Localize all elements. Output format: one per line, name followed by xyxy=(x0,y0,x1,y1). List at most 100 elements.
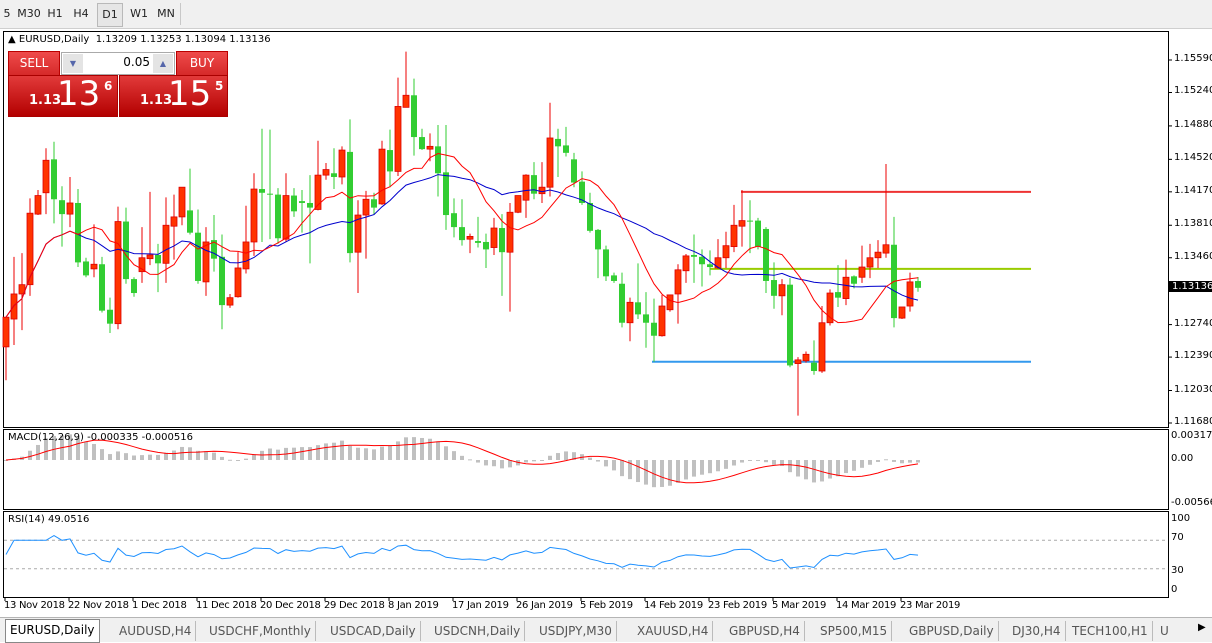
date-tick-label: 23 Mar 2019 xyxy=(900,600,961,611)
macd-histogram-bar xyxy=(788,460,792,473)
macd-histogram-bar xyxy=(172,450,176,460)
timeframe-mn[interactable]: MN xyxy=(157,7,175,20)
tab-dj30-h4[interactable]: DJ30,H4 xyxy=(1008,621,1066,641)
macd-histogram-bar xyxy=(220,456,224,460)
date-tick-label: 17 Jan 2019 xyxy=(452,600,509,611)
candle-body xyxy=(187,210,193,233)
chart-tabs-bar: EURUSD,Daily AUDUSD,H4 USDCHF,Monthly US… xyxy=(0,617,1212,643)
candle-body xyxy=(691,254,697,257)
candle-body xyxy=(747,220,753,222)
candle-body xyxy=(275,194,281,239)
candle-body xyxy=(435,146,441,174)
tab-tech100-h1[interactable]: TECH100,H1 xyxy=(1068,621,1153,641)
price-tick-label: 1.12390 xyxy=(1174,350,1212,362)
tab-usdchf-monthly[interactable]: USDCHF,Monthly xyxy=(205,621,316,641)
macd-histogram-bar xyxy=(452,451,456,460)
tab-audusd-h4[interactable]: AUDUSD,H4 xyxy=(115,621,197,641)
macd-histogram-bar xyxy=(460,455,464,460)
lot-size-input[interactable]: 0.05 xyxy=(123,55,150,69)
candle-body xyxy=(842,276,850,299)
candle-body xyxy=(571,159,577,183)
macd-histogram-bar xyxy=(300,447,304,460)
timeframe-h4[interactable]: H4 xyxy=(73,7,89,20)
macd-histogram-bar xyxy=(532,460,536,462)
rsi-frame xyxy=(3,511,1169,598)
candle-body xyxy=(898,306,906,319)
macd-histogram-bar xyxy=(668,460,672,486)
macd-histogram-bar xyxy=(740,460,744,463)
macd-histogram-bar xyxy=(428,438,432,460)
candle-body xyxy=(658,305,666,337)
tab-sp500-m15[interactable]: SP500,M15 xyxy=(816,621,893,641)
chart-header: ▲ EURUSD,Daily 1.13209 1.13253 1.13094 1… xyxy=(8,34,271,45)
macd-histogram-bar xyxy=(852,460,856,471)
macd-histogram-bar xyxy=(372,449,376,460)
candle-body xyxy=(802,353,810,362)
macd-histogram-bar xyxy=(476,460,480,463)
candle-body xyxy=(546,137,554,188)
decrease-lot-icon[interactable]: ▼ xyxy=(63,54,83,73)
macd-histogram-bar xyxy=(860,460,864,468)
sell-price-prefix: 1.13 xyxy=(29,93,62,108)
candle-body xyxy=(778,284,786,297)
price-tick-label: 1.13810 xyxy=(1174,218,1212,230)
macd-histogram-bar xyxy=(364,448,368,460)
lot-size-stepper[interactable]: ▼ 0.05 ▲ xyxy=(61,52,175,75)
price-tick-label: 1.14170 xyxy=(1174,184,1212,196)
macd-histogram-bar xyxy=(692,460,696,477)
macd-histogram-bar xyxy=(404,437,408,460)
tab-usdjpy-m30[interactable]: USDJPY,M30 xyxy=(535,621,617,641)
collapse-triangle-icon[interactable]: ▲ xyxy=(8,34,16,45)
increase-lot-icon[interactable]: ▲ xyxy=(153,54,173,73)
macd-histogram-bar xyxy=(396,441,400,460)
candle-body xyxy=(466,235,474,240)
tab-partial[interactable]: U xyxy=(1160,624,1169,638)
tab-eurusd-daily[interactable]: EURUSD,Daily xyxy=(5,619,100,643)
sell-button[interactable]: SELL xyxy=(8,51,60,77)
candle-body xyxy=(26,212,34,286)
buy-price-box[interactable]: 1.13 15 5 xyxy=(119,74,228,117)
macd-histogram-bar xyxy=(660,460,664,487)
candle-body xyxy=(267,193,273,195)
macd-histogram-bar xyxy=(500,460,504,469)
date-tick-label: 8 Jan 2019 xyxy=(388,600,439,611)
macd-histogram-bar xyxy=(908,460,912,463)
price-tick-label: 1.14880 xyxy=(1174,118,1212,130)
scroll-tabs-right-icon[interactable]: ▶ xyxy=(1198,622,1206,633)
timeframe-m30[interactable]: M30 xyxy=(17,7,41,20)
candle-body xyxy=(874,251,882,259)
date-tick-label: 14 Mar 2019 xyxy=(836,600,897,611)
candle-body xyxy=(763,228,769,281)
timeframe-m15[interactable]: 5 xyxy=(3,7,11,20)
candle-body xyxy=(338,149,346,178)
tab-gbpusd-h4[interactable]: GBPUSD,H4 xyxy=(725,621,805,641)
candle-body xyxy=(794,359,802,364)
candle-body xyxy=(579,181,585,203)
tab-xauusd-h4[interactable]: XAUUSD,H4 xyxy=(633,621,714,641)
macd-histogram-bar xyxy=(124,453,128,460)
candle-body xyxy=(811,362,817,372)
ma-slow-line xyxy=(5,174,919,318)
timeframe-d1[interactable]: D1 xyxy=(97,3,123,27)
buy-button[interactable]: BUY xyxy=(176,51,228,77)
macd-histogram-bar xyxy=(812,460,816,483)
macd-histogram-bar xyxy=(612,460,616,471)
macd-histogram-bar xyxy=(68,434,72,460)
tab-usdcad-daily[interactable]: USDCAD,Daily xyxy=(326,621,421,641)
macd-histogram-bar xyxy=(884,459,888,461)
macd-histogram-bar xyxy=(252,454,256,460)
candle-body xyxy=(195,232,201,281)
candle-body xyxy=(419,137,425,150)
candle-body xyxy=(866,257,874,268)
timeframe-h1[interactable]: H1 xyxy=(47,7,63,20)
timeframe-w1[interactable]: W1 xyxy=(130,7,148,20)
candle-body xyxy=(755,220,761,247)
candle-body xyxy=(10,293,18,320)
candle-body xyxy=(51,159,57,200)
candle-body xyxy=(595,229,601,250)
macd-histogram-bar xyxy=(84,441,88,460)
tab-gbpusd-daily[interactable]: GBPUSD,Daily xyxy=(905,621,999,641)
tab-usdcnh-daily[interactable]: USDCNH,Daily xyxy=(430,621,526,641)
sell-price-box[interactable]: 1.13 13 6 xyxy=(8,74,118,117)
